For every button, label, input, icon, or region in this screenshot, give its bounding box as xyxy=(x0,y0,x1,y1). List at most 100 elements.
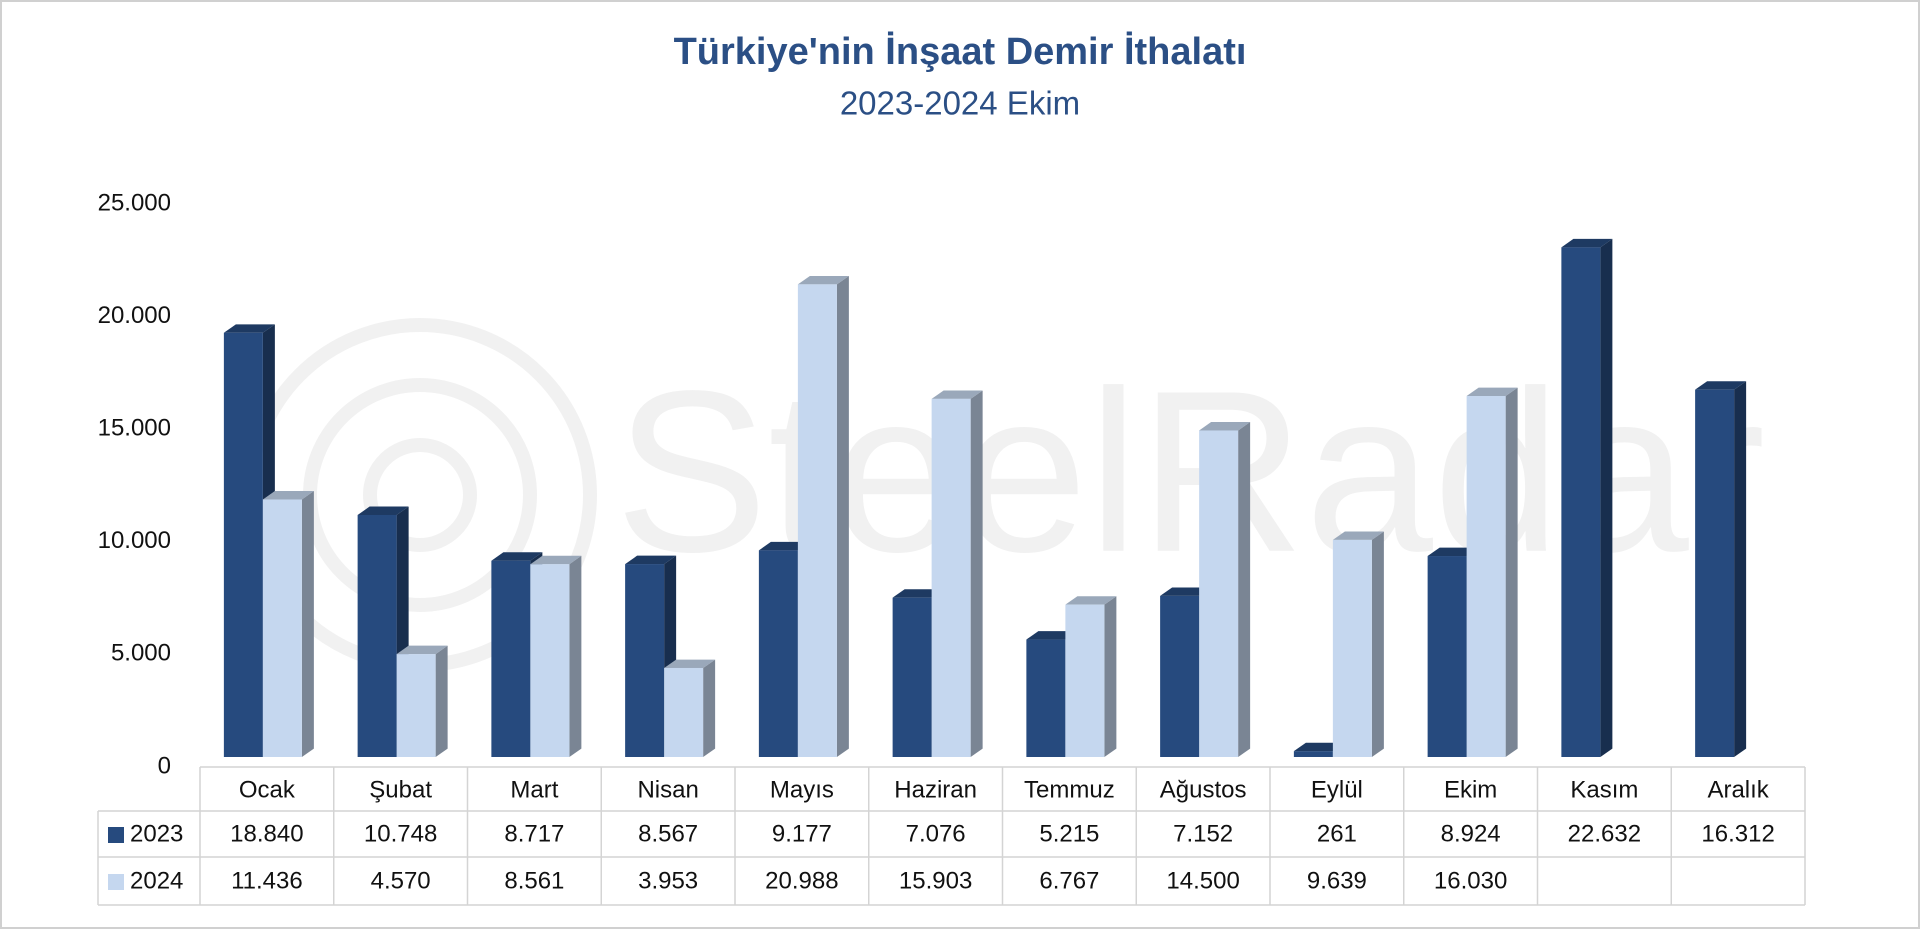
bar-top xyxy=(396,645,448,655)
bar-top xyxy=(1332,531,1384,540)
bar-side xyxy=(836,275,849,757)
bar-side xyxy=(435,645,448,757)
data-label: 22.632 xyxy=(1568,820,1641,847)
x-tick-label: Nisan xyxy=(637,776,698,803)
y-tick-label: 5.000 xyxy=(111,640,171,667)
bar-top xyxy=(262,491,314,500)
bar-side xyxy=(1238,422,1251,757)
bar xyxy=(1293,751,1333,757)
x-tick-label: Aralık xyxy=(1707,776,1769,803)
data-label: 8.924 xyxy=(1441,820,1501,847)
x-tick-label: Kasım xyxy=(1570,776,1638,803)
bar-side xyxy=(301,491,314,757)
bar-top xyxy=(1427,547,1479,557)
bar xyxy=(223,332,263,757)
bar-top xyxy=(931,390,983,399)
x-tick-label: Eylül xyxy=(1311,776,1363,803)
x-tick-label: Haziran xyxy=(894,776,977,803)
data-label: 14.500 xyxy=(1166,867,1239,894)
bar xyxy=(1026,639,1066,757)
x-tick-label: Şubat xyxy=(369,776,432,803)
bar-side xyxy=(1600,238,1613,757)
bar-top xyxy=(797,275,849,285)
legend-label: 2024 xyxy=(130,867,183,894)
chart-title: Türkiye'nin İnşaat Demir İthalatı xyxy=(674,31,1247,73)
data-label: 8.717 xyxy=(504,820,564,847)
bar xyxy=(530,564,570,757)
legend-label: 2023 xyxy=(130,820,183,847)
data-label: 11.436 xyxy=(231,867,303,894)
bar xyxy=(1065,604,1105,757)
data-label: 15.903 xyxy=(899,867,972,894)
bar-side xyxy=(703,659,716,757)
bar-top xyxy=(664,659,716,668)
bar-top xyxy=(1199,422,1251,431)
legend-key xyxy=(108,874,124,890)
x-tick-label: Ocak xyxy=(239,776,296,803)
bar-top xyxy=(1695,381,1747,390)
data-label: 20.988 xyxy=(765,867,838,894)
data-label: 8.567 xyxy=(638,820,698,847)
bar-top xyxy=(1026,631,1078,640)
bar xyxy=(625,564,665,757)
bar-top xyxy=(1065,596,1117,605)
bar xyxy=(758,550,798,757)
bar xyxy=(931,398,971,757)
bar xyxy=(1561,247,1601,757)
data-label: 7.152 xyxy=(1173,820,1233,847)
bar xyxy=(1332,539,1372,757)
data-label: 3.953 xyxy=(638,867,698,894)
bar xyxy=(797,284,837,757)
bar-side xyxy=(569,555,582,757)
x-tick-label: Mayıs xyxy=(770,776,834,803)
bar-side xyxy=(970,390,983,757)
data-label: 7.076 xyxy=(906,820,966,847)
bar-top xyxy=(357,506,409,515)
data-label: 9.177 xyxy=(772,820,832,847)
data-label: 6.767 xyxy=(1039,867,1099,894)
bar xyxy=(1466,396,1506,757)
x-tick-label: Mart xyxy=(510,776,558,803)
data-label: 4.570 xyxy=(371,867,431,894)
bar-top xyxy=(491,552,543,561)
data-label: 10.748 xyxy=(364,820,437,847)
data-label: 261 xyxy=(1317,820,1357,847)
x-tick-label: Ağustos xyxy=(1160,776,1247,803)
bar-side xyxy=(1505,387,1518,757)
bar xyxy=(491,560,531,757)
chart-subtitle: 2023-2024 Ekim xyxy=(840,85,1080,122)
y-tick-label: 25.000 xyxy=(98,189,171,216)
y-tick-label: 15.000 xyxy=(98,415,171,442)
data-label: 16.030 xyxy=(1434,867,1507,894)
y-tick-label: 0 xyxy=(158,752,171,779)
data-label: 8.561 xyxy=(504,867,564,894)
bar xyxy=(1695,389,1735,757)
legend-key xyxy=(108,827,124,843)
bar-top xyxy=(223,324,275,333)
data-label: 9.639 xyxy=(1307,867,1367,894)
data-label: 18.840 xyxy=(230,820,303,847)
bar-top xyxy=(892,589,944,598)
bar xyxy=(1199,430,1239,757)
y-tick-label: 20.000 xyxy=(98,302,171,329)
x-tick-label: Temmuz xyxy=(1024,776,1115,803)
bar-top xyxy=(1466,387,1518,397)
bar-side xyxy=(1371,531,1384,757)
bar xyxy=(1160,595,1200,757)
bar-top xyxy=(1561,238,1613,248)
bar xyxy=(1427,556,1467,757)
bar-top xyxy=(1293,742,1345,752)
bar-side xyxy=(1104,596,1117,757)
bar-side xyxy=(1734,381,1747,757)
bar-top xyxy=(530,555,582,565)
data-label: 16.312 xyxy=(1701,820,1774,847)
y-tick-label: 10.000 xyxy=(98,527,171,554)
bar-top xyxy=(625,555,677,565)
bar xyxy=(357,514,397,757)
bar-top xyxy=(758,541,810,551)
bar xyxy=(664,667,704,757)
data-label: 5.215 xyxy=(1039,820,1099,847)
bar xyxy=(892,597,932,757)
